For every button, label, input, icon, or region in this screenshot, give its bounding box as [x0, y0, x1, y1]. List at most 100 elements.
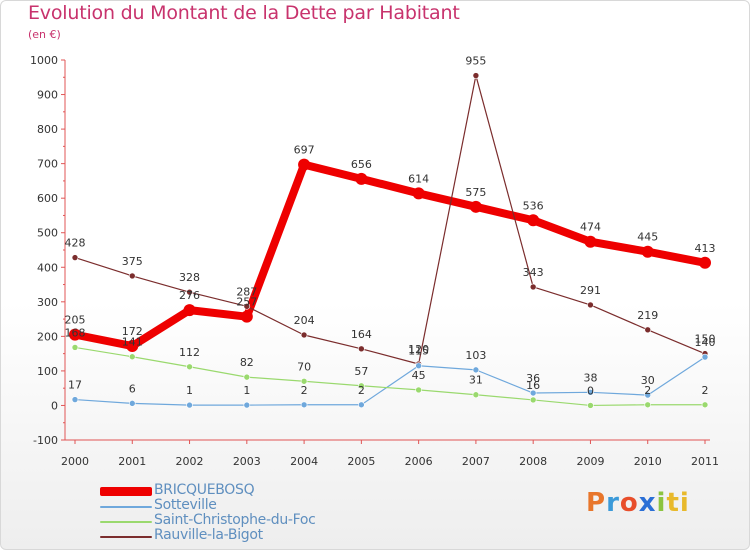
legend-label: Saint-Christophe-du-Foc — [154, 512, 316, 528]
data-label: 2 — [358, 384, 365, 397]
data-point — [355, 172, 368, 185]
data-point — [469, 200, 482, 213]
legend-swatch — [100, 487, 152, 496]
data-point — [71, 396, 79, 403]
data-point — [71, 344, 79, 351]
data-point — [358, 345, 365, 353]
data-label: 112 — [179, 346, 200, 359]
x-tick-label: 2008 — [519, 455, 547, 468]
data-label: 164 — [351, 328, 372, 341]
data-label: 375 — [122, 255, 143, 268]
data-point — [186, 363, 193, 371]
x-tick-label: 2002 — [176, 455, 204, 468]
data-label: 103 — [465, 349, 486, 362]
data-label: 57 — [354, 365, 368, 378]
data-label: 614 — [408, 172, 429, 185]
data-point — [358, 382, 365, 390]
data-point — [472, 366, 480, 374]
data-label: 6 — [129, 382, 136, 395]
x-tick-label: 2004 — [290, 455, 318, 468]
data-label: 172 — [122, 325, 143, 338]
data-label: 697 — [294, 144, 315, 157]
legend-label: BRICQUEBOSQ — [154, 482, 255, 498]
data-point — [584, 235, 597, 248]
chart-subtitle: (en €) — [28, 28, 61, 41]
data-label: 575 — [465, 186, 486, 199]
data-point — [641, 245, 654, 258]
series-line-0 — [71, 160, 709, 351]
proxiti-logo: Proxiti — [586, 488, 690, 518]
data-label: 2 — [702, 384, 709, 397]
data-label: 168 — [65, 326, 86, 339]
data-label: 115 — [408, 345, 429, 358]
data-point — [186, 288, 193, 296]
data-point — [644, 391, 652, 399]
data-point — [529, 389, 537, 397]
data-label: 445 — [637, 231, 658, 244]
data-label: 474 — [580, 221, 601, 234]
x-tick-label: 2011 — [691, 455, 719, 468]
data-point — [69, 328, 81, 341]
data-label: 45 — [412, 369, 426, 382]
legend-label: Rauville-la-Bigot — [154, 527, 263, 543]
data-point — [300, 331, 308, 339]
data-label: 1 — [243, 384, 250, 397]
y-tick-label: 0 — [51, 399, 58, 412]
data-label: 140 — [695, 336, 716, 349]
series-line-1 — [74, 356, 706, 406]
data-point — [243, 303, 251, 310]
data-label: 955 — [465, 55, 486, 68]
data-label: 0 — [587, 384, 594, 397]
data-point — [128, 272, 136, 280]
data-point — [699, 256, 711, 269]
data-point — [358, 401, 365, 409]
y-tick-label: 700 — [37, 158, 58, 171]
data-point — [472, 391, 480, 399]
data-point — [527, 214, 540, 227]
x-tick-label: 2000 — [61, 455, 89, 468]
data-point — [128, 400, 136, 407]
y-tick-label: 800 — [37, 123, 58, 136]
y-tick-label: 500 — [37, 227, 58, 240]
data-label: 287 — [236, 285, 257, 298]
data-label: 16 — [526, 379, 540, 392]
data-point — [412, 187, 425, 200]
series-line-2 — [74, 346, 706, 407]
data-point — [529, 283, 537, 291]
data-label: 150 — [695, 333, 716, 346]
y-tick-label: 900 — [37, 89, 58, 102]
x-tick-label: 2010 — [634, 455, 662, 468]
data-point — [298, 158, 311, 171]
data-label: 36 — [526, 372, 540, 385]
data-label: 1 — [186, 384, 193, 397]
data-label: 141 — [122, 336, 143, 349]
data-point — [186, 401, 193, 409]
data-label: 428 — [65, 237, 86, 250]
legend-swatch — [100, 521, 152, 523]
data-label: 2 — [301, 384, 308, 397]
x-tick-label: 2009 — [576, 455, 604, 468]
data-label: 328 — [179, 271, 200, 284]
chart-title: Evolution du Montant de la Dette par Hab… — [28, 2, 460, 24]
data-point — [126, 340, 139, 353]
data-point — [644, 401, 652, 409]
data-point — [701, 353, 709, 361]
data-point — [587, 301, 594, 309]
data-point — [183, 304, 196, 317]
data-point — [701, 401, 709, 409]
x-tick-label: 2003 — [233, 455, 261, 468]
x-tick-label: 2007 — [462, 455, 490, 468]
data-label: 257 — [236, 296, 257, 309]
data-point — [415, 386, 422, 394]
data-label: 30 — [641, 374, 655, 387]
x-tick-label: 2001 — [118, 455, 146, 468]
data-label: 276 — [179, 289, 200, 302]
y-tick-label: 600 — [37, 192, 58, 205]
data-label: 38 — [583, 371, 597, 384]
data-label: 291 — [580, 284, 601, 297]
legend-swatch — [100, 506, 152, 508]
y-tick-label: 300 — [37, 296, 58, 309]
data-point — [243, 373, 251, 381]
